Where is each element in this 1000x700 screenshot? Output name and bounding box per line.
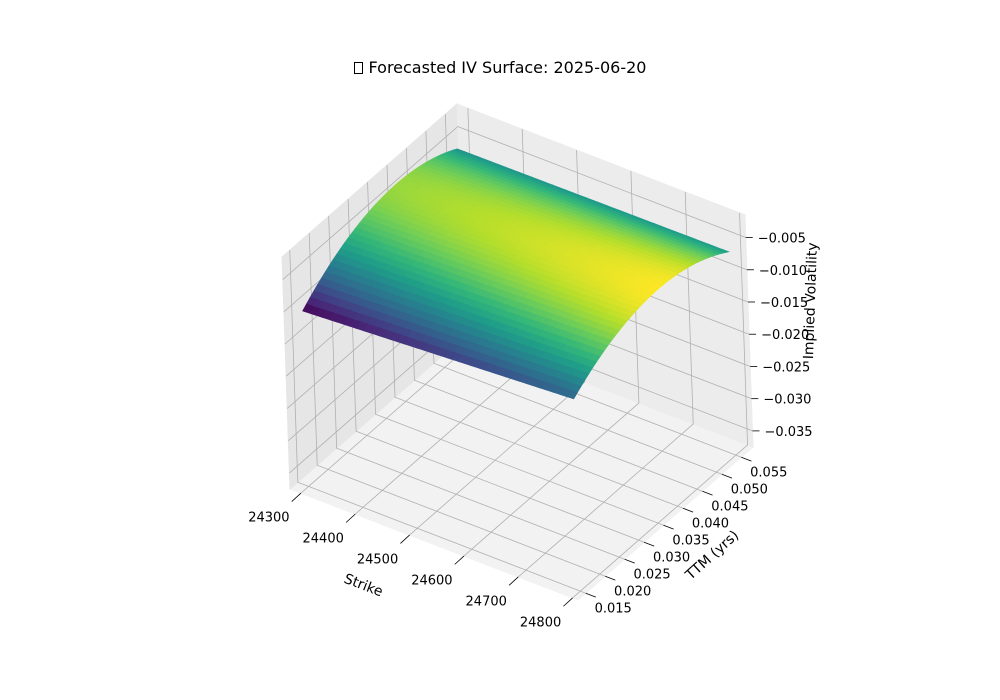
y-tick-mark <box>663 524 674 530</box>
x-tick-label: 24700 <box>466 594 507 609</box>
missing-glyph-icon <box>353 62 363 74</box>
y-tick-mark <box>682 507 694 513</box>
y-tick-label: 0.015 <box>595 602 632 617</box>
x-tick-mark <box>400 534 410 544</box>
grid-line-x <box>517 191 694 578</box>
y-tick-label: 0.045 <box>711 500 748 515</box>
z-tick-label: −0.020 <box>761 328 809 343</box>
x-tick-mark <box>508 576 519 586</box>
y-tick-label: 0.040 <box>692 517 729 532</box>
y-tick-mark <box>643 541 655 547</box>
y-tick-mark <box>721 473 733 479</box>
chart-title-text: Forecasted IV Surface: 2025-06-20 <box>368 58 647 77</box>
x-tick-mark <box>563 597 573 607</box>
y-tick-mark <box>624 558 635 564</box>
z-axis-label: Implied Volatility <box>801 242 821 359</box>
x-tick-label: 24400 <box>303 532 344 547</box>
y-tick-mark <box>585 592 597 598</box>
y-tick-label: 0.025 <box>633 568 670 583</box>
x-axis-label: Strike <box>342 571 385 600</box>
x-tick-label: 24300 <box>248 511 289 526</box>
y-tick-mark <box>605 575 616 581</box>
z-tick-label: −0.015 <box>760 296 808 311</box>
y-tick-label: 0.020 <box>614 585 651 600</box>
x-tick-mark <box>345 513 356 523</box>
z-tick-label: −0.025 <box>762 360 810 375</box>
y-tick-label: 0.030 <box>653 551 690 566</box>
chart-title: Forecasted IV Surface: 2025-06-20 <box>0 58 1000 77</box>
z-tick-label: −0.005 <box>758 232 806 247</box>
surface-mesh <box>302 148 730 400</box>
surface-facet <box>566 389 578 400</box>
x-tick-label: 24800 <box>520 615 561 630</box>
z-tick-label: −0.010 <box>759 264 807 279</box>
y-tick-label: 0.055 <box>750 466 787 481</box>
x-tick-label: 24600 <box>411 573 452 588</box>
x-tick-label: 24500 <box>357 553 398 568</box>
y-tick-label: 0.035 <box>672 534 709 549</box>
grid-line-y <box>289 250 586 594</box>
y-tick-mark <box>702 490 713 496</box>
y-tick-mark <box>741 456 752 462</box>
z-tick-label: −0.030 <box>763 393 811 408</box>
axis-ticks: 24300 24400 24500 24600 24700 24800 0.015 0.020… <box>248 232 812 631</box>
x-tick-mark <box>454 555 465 565</box>
y-tick-label: 0.050 <box>731 483 768 498</box>
x-tick-mark <box>291 492 302 502</box>
grid-line-x <box>572 212 748 599</box>
z-tick-label: −0.035 <box>764 425 812 440</box>
grid-line-z <box>282 126 746 280</box>
